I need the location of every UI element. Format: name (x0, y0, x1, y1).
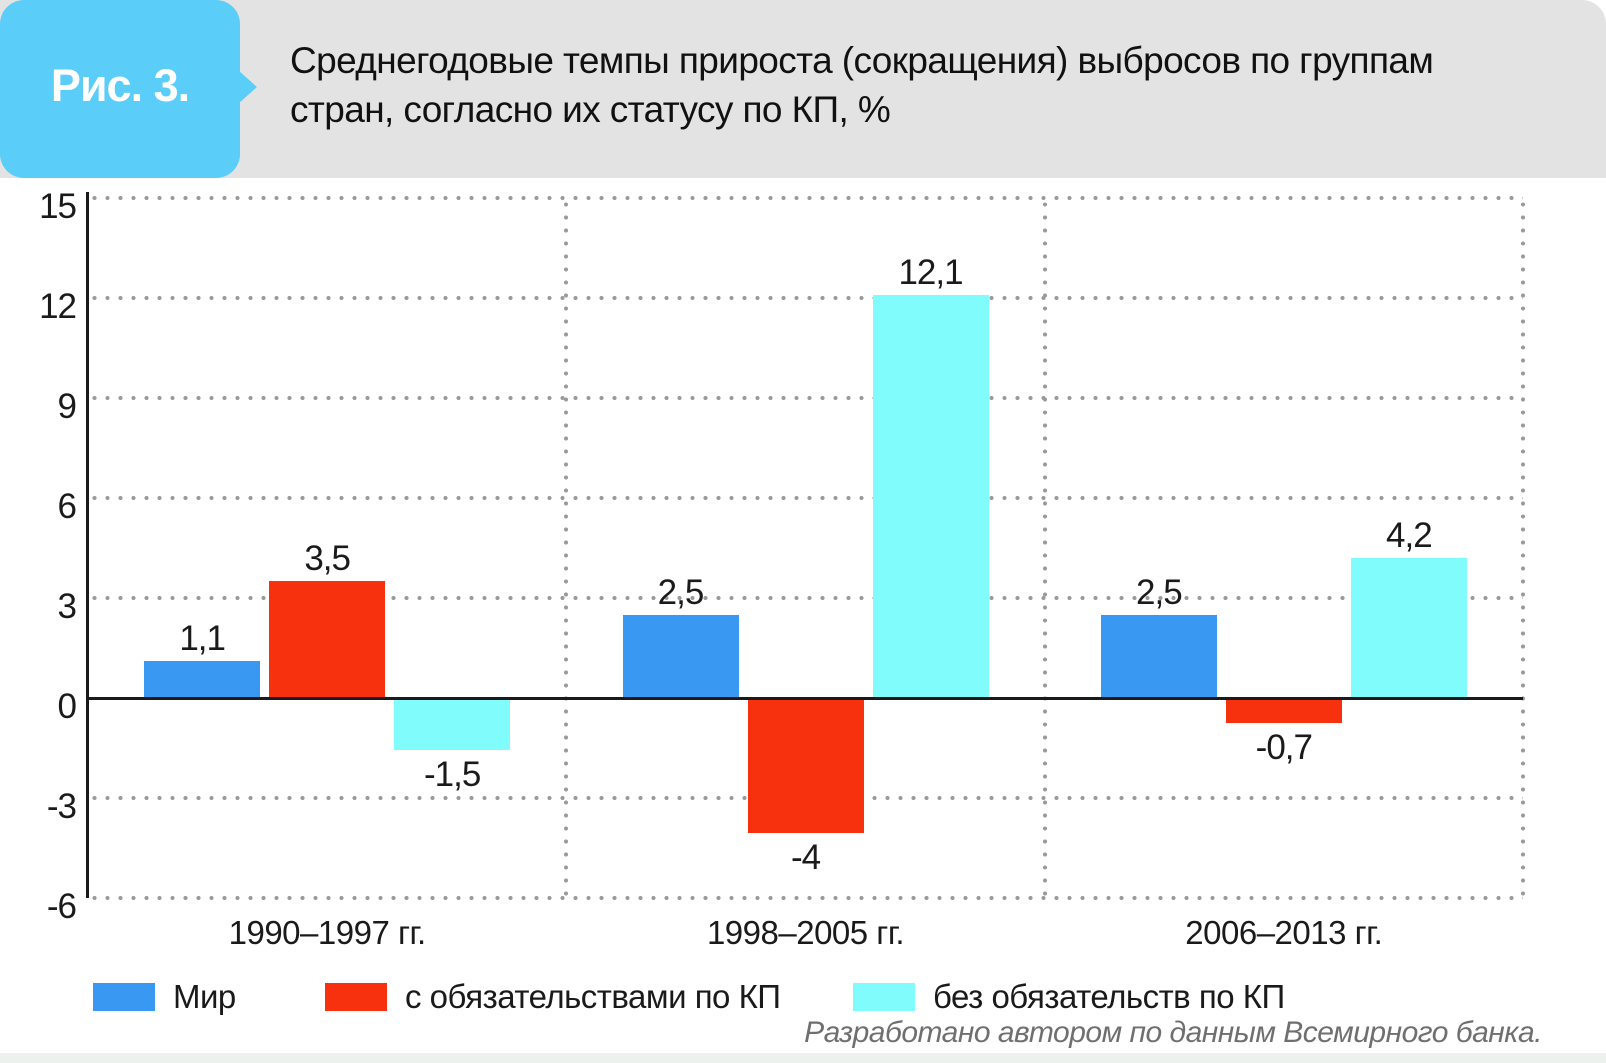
bar-chart: 15 12 9 6 3 0 -3 -6 1,1 3,5 -1,5 1990–1997 гг. 2,5 -4… (0, 178, 1606, 1063)
figure-title-line-1: Среднегодовые темпы прироста (сокращения… (290, 40, 1434, 81)
x-category-label: 1990–1997 гг. (228, 914, 427, 951)
gridline-y--6 (88, 896, 1523, 900)
figure-label: Рис. 3. (50, 60, 190, 111)
bar-без обязательств по КП-1990–1997 гг. (394, 699, 511, 750)
y-tick-label-0: 0 (57, 687, 77, 726)
bar-Мир-1990–1997 гг. (144, 661, 261, 698)
legend-swatch-without-commitments (853, 983, 915, 1011)
group-separator-1 (564, 198, 569, 898)
figure-title-line-2: стран, согласно их статусу по КП, % (290, 89, 891, 130)
y-axis-line (86, 192, 89, 898)
legend-swatch-with-commitments (325, 983, 387, 1011)
y-tick-label-9: 9 (57, 387, 77, 426)
bar-value-label: 1,1 (179, 619, 226, 659)
group-separator-3 (1521, 198, 1525, 898)
bar-value-label: 3,5 (304, 539, 351, 579)
figure-header-band (0, 0, 1606, 178)
y-tick-label--6: -6 (46, 887, 77, 926)
bar-value-label: 12,1 (898, 252, 963, 292)
bar-без обязательств по КП-2006–2013 гг. (1350, 558, 1467, 698)
figure-tab-arrow-icon (238, 70, 257, 104)
bar-с обязательствами по КП-1998–2005 гг. (747, 699, 864, 833)
source-note: Разработано автором по данным Всемирного… (804, 1016, 1542, 1049)
y-tick-label--3: -3 (46, 787, 77, 826)
legend-label-with-commitments: с обязательствами по КП (405, 978, 781, 1015)
bar-без обязательств по КП-1998–2005 гг. (872, 294, 989, 698)
legend-swatch-world (93, 983, 155, 1011)
legend-item-without-commitments: без обязательств по КП (853, 978, 1285, 1015)
bar-Мир-2006–2013 гг. (1100, 614, 1217, 698)
y-tick-label-12: 12 (39, 287, 77, 326)
legend-item-world: Мир (93, 978, 236, 1015)
x-category-label: 1998–2005 гг. (706, 914, 905, 951)
bar-value-label: -0,7 (1255, 727, 1313, 767)
bar-Мир-1998–2005 гг. (622, 614, 739, 698)
gridline-y-3 (88, 596, 1523, 600)
bar-value-label: -4 (790, 837, 821, 877)
group-separator-2 (1042, 198, 1047, 898)
bar-value-label: 4,2 (1386, 516, 1433, 555)
bar-с обязательствами по КП-1990–1997 гг. (269, 581, 386, 698)
y-tick-label-15: 15 (39, 187, 77, 226)
y-tick-label-6: 6 (57, 487, 77, 526)
x-category-label: 2006–2013 гг. (1185, 914, 1383, 951)
y-tick-label-3: 3 (57, 587, 77, 626)
figure-title: Среднегодовые темпы прироста (сокращения… (290, 36, 1560, 134)
bar-с обязательствами по КП-2006–2013 гг. (1225, 699, 1342, 723)
bar-value-label: -1,5 (424, 754, 481, 794)
gridline-y-15 (88, 196, 1523, 200)
gridline-y-6 (88, 496, 1523, 500)
zero-axis-line (88, 696, 1523, 700)
gridline-y-12 (88, 296, 1523, 300)
gridline-y-9 (88, 396, 1523, 400)
legend-item-with-commitments: с обязательствами по КП (325, 978, 781, 1015)
bottom-strip (0, 1053, 1606, 1063)
figure-label-tab (0, 0, 240, 178)
legend-label-world: Мир (173, 978, 236, 1015)
legend-label-without-commitments: без обязательств по КП (933, 978, 1285, 1015)
bar-value-label: 2,5 (657, 572, 705, 612)
bar-value-label: 2,5 (1136, 572, 1183, 612)
